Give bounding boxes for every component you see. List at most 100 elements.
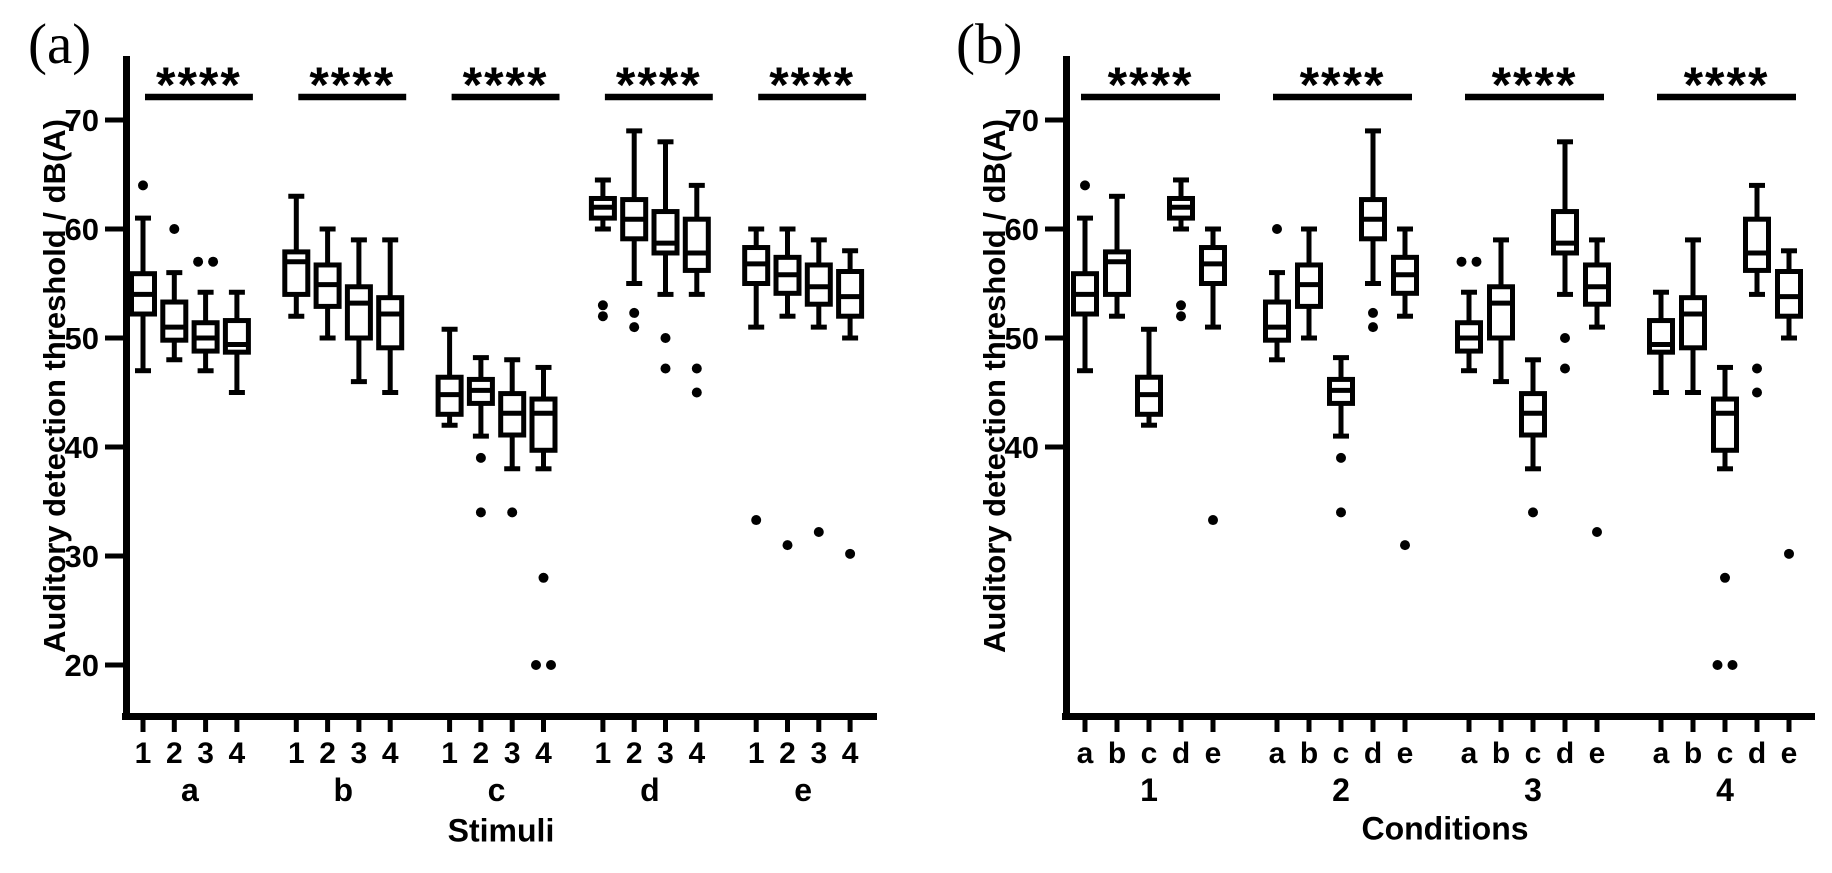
x-tick-label: b: [1684, 737, 1702, 770]
box: [1679, 295, 1707, 351]
group-label: 3: [1524, 772, 1542, 808]
outlier-dot: [538, 572, 549, 583]
outlier-dot: [1336, 507, 1346, 518]
x-tick-label: 1: [441, 737, 458, 770]
y-tick-label: 70: [65, 103, 99, 138]
outlier-dot: [1471, 256, 1482, 267]
panel-a-label: (a): [28, 13, 92, 76]
outlier-dot: [1592, 527, 1602, 538]
box: [836, 269, 865, 319]
outlier-dot: [1080, 180, 1090, 191]
outlier-dot: [546, 660, 556, 670]
y-tick-label: 50: [1005, 321, 1039, 356]
group-label: d: [640, 772, 660, 808]
x-tick-label: c: [1333, 737, 1350, 770]
box: [682, 216, 711, 273]
outlier-dot: [597, 311, 608, 322]
y-tick-label: 60: [1005, 212, 1039, 247]
outlier-dot: [1560, 333, 1570, 343]
x-tick-label: 3: [197, 737, 214, 770]
y-tick-label: 30: [65, 539, 99, 574]
group-label: 2: [1332, 772, 1350, 808]
box: [651, 209, 680, 256]
x-tick-label: 3: [810, 737, 827, 770]
group-label: e: [794, 772, 812, 808]
x-tick-label: b: [1492, 737, 1510, 770]
outlier-dot: [169, 224, 180, 234]
outlier-dot: [208, 256, 219, 267]
x-tick-label: b: [1108, 737, 1126, 770]
outlier-dot: [1752, 363, 1762, 374]
x-tick-label: 4: [535, 737, 552, 770]
x-tick-label: 2: [779, 737, 796, 770]
outlier-dot: [813, 527, 824, 538]
outlier-dot: [691, 387, 702, 398]
outlier-dot: [193, 256, 204, 267]
panel-a-y-axis-title: Auditory detection threshold / dB(A): [37, 119, 72, 653]
x-tick-label: d: [1748, 737, 1766, 770]
y-tick-label: 50: [65, 321, 99, 356]
group-label: a: [181, 772, 199, 808]
x-tick-label: c: [1525, 737, 1542, 770]
panel-b-label: (b): [956, 13, 1023, 76]
outlier-dot: [1528, 507, 1538, 518]
significance-stars: ****: [616, 57, 702, 113]
outlier-dot: [629, 322, 640, 333]
y-tick-label: 60: [65, 212, 99, 247]
outlier-dot: [782, 540, 793, 551]
box: [222, 318, 251, 355]
x-tick-label: 3: [657, 737, 674, 770]
outlier-dot: [1176, 311, 1186, 322]
outlier-dot: [1712, 660, 1723, 670]
x-tick-label: d: [1172, 737, 1190, 770]
x-tick-label: 1: [288, 737, 305, 770]
group-label: c: [488, 772, 506, 808]
y-tick-label: 40: [65, 430, 99, 465]
outlier-dot: [1368, 322, 1378, 333]
outlier-dot: [138, 180, 148, 191]
outlier-dot: [1784, 548, 1794, 559]
x-tick-label: 4: [842, 737, 859, 770]
outlier-dot: [845, 548, 856, 559]
box: [1647, 318, 1675, 355]
significance-stars: ****: [1108, 57, 1194, 113]
outlier-dot: [1272, 224, 1282, 234]
panel-a-x-axis-title: Stimuli: [447, 812, 555, 849]
outlier-dot: [1208, 515, 1218, 526]
significance-stars: ****: [309, 57, 395, 113]
outlier-dot: [1720, 572, 1730, 583]
box: [376, 295, 405, 351]
significance-stars: ****: [1684, 57, 1770, 113]
x-tick-label: 4: [382, 737, 399, 770]
x-tick-label: 3: [504, 737, 521, 770]
x-tick-label: a: [1461, 737, 1478, 770]
outlier-dot: [597, 300, 608, 311]
outlier-dot: [629, 307, 640, 318]
significance-stars: ****: [769, 57, 855, 113]
box: [1103, 249, 1131, 297]
x-tick-label: c: [1717, 737, 1734, 770]
x-tick-label: a: [1077, 737, 1094, 770]
x-tick-label: 2: [626, 737, 643, 770]
outlier-dot: [1176, 300, 1186, 311]
x-tick-label: 1: [135, 737, 152, 770]
box: [1711, 396, 1739, 453]
outlier-dot: [1336, 452, 1346, 463]
outlier-dot: [751, 515, 762, 526]
x-tick-label: d: [1364, 737, 1382, 770]
outlier-dot: [1368, 307, 1378, 318]
box: [344, 284, 373, 341]
outlier-dot: [1727, 660, 1738, 670]
outlier-dot: [660, 333, 671, 343]
outlier-dot: [507, 507, 518, 518]
significance-stars: ****: [1492, 57, 1578, 113]
box: [1743, 216, 1771, 273]
x-tick-label: 2: [166, 737, 183, 770]
significance-stars: ****: [156, 57, 242, 113]
panel-b-x-axis-title: Conditions: [1361, 810, 1529, 847]
x-tick-label: 3: [351, 737, 368, 770]
outlier-dot: [691, 363, 702, 374]
x-tick-label: b: [1300, 737, 1318, 770]
x-tick-label: 2: [319, 737, 336, 770]
